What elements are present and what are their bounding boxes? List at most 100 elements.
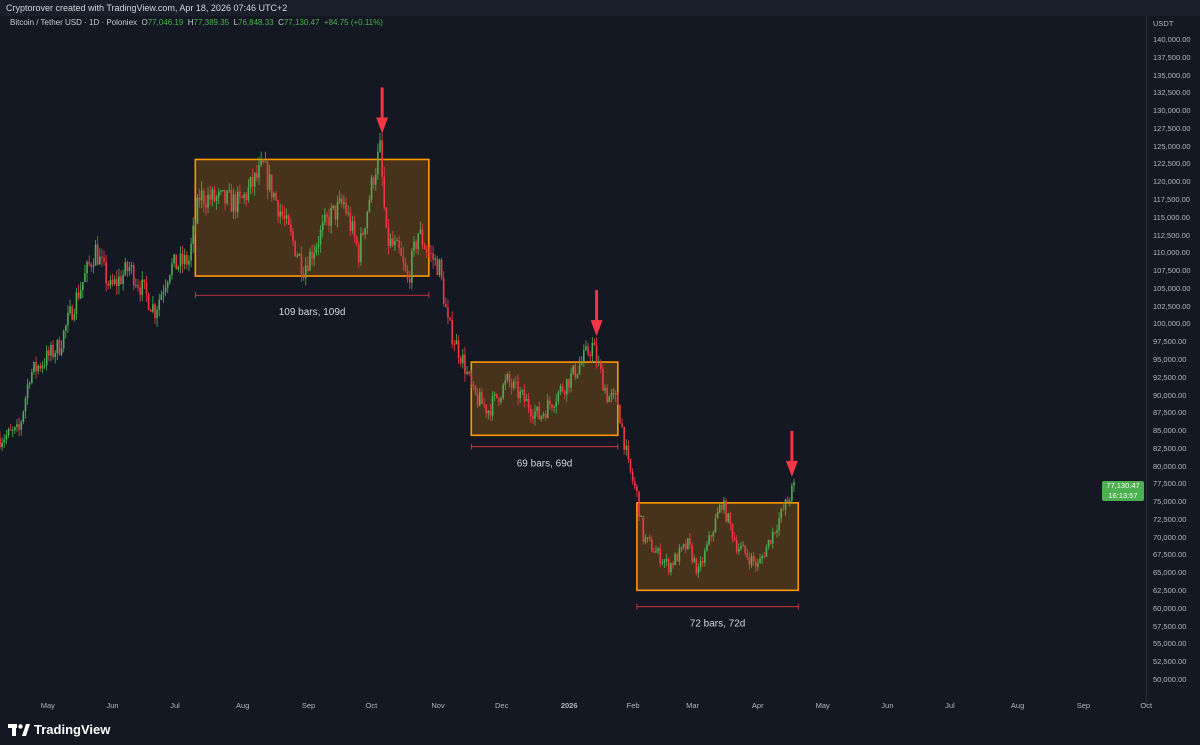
- candle-body: [404, 262, 407, 271]
- candle-body: [126, 262, 129, 272]
- candle-body: [627, 445, 630, 460]
- last-price-label: 77,130.47 16:13:57: [1102, 481, 1144, 501]
- candle-body: [147, 293, 150, 310]
- candle-body: [470, 373, 473, 385]
- time-tick: May: [40, 701, 55, 710]
- candle-body: [236, 191, 239, 213]
- candle-body: [784, 499, 787, 510]
- candle-body: [24, 398, 27, 412]
- candle-body: [302, 273, 305, 279]
- candle-body: [676, 554, 679, 562]
- candle-body: [37, 365, 40, 372]
- price-tick: 137,500.00: [1153, 52, 1191, 62]
- candle-body: [440, 259, 443, 278]
- candle-body: [124, 262, 127, 275]
- candle-body: [791, 485, 793, 501]
- candle-body: [691, 545, 693, 562]
- time-tick: Jun: [106, 701, 119, 710]
- symbol-name: Bitcoin / Tether USD · 1D · Poloniex: [10, 18, 138, 27]
- candle-body: [614, 392, 617, 395]
- candle-body: [81, 281, 84, 290]
- candle-body: [90, 264, 93, 267]
- candle-body: [362, 233, 364, 235]
- candle-body: [754, 561, 757, 567]
- candle-body: [714, 518, 717, 533]
- candle-body: [300, 254, 303, 274]
- candle-body: [298, 254, 301, 256]
- candle-body: [349, 212, 352, 231]
- candle-body: [338, 198, 341, 202]
- candle-body: [572, 365, 575, 374]
- price-tick: 60,000.00: [1153, 603, 1187, 613]
- candle-body: [566, 379, 568, 395]
- candlestick-chart[interactable]: 109 bars, 109d 69 bars, 69d 72 bars, 72d: [0, 16, 1146, 716]
- candle-body: [98, 256, 101, 265]
- candle-body: [158, 299, 161, 310]
- candle-body: [194, 223, 197, 226]
- candle-body: [476, 394, 479, 406]
- price-tick: 112,500.00: [1153, 230, 1190, 240]
- candle-body: [521, 390, 524, 392]
- candle-body: [383, 176, 386, 208]
- candle-body: [640, 516, 642, 517]
- price-axis[interactable]: USDT: [1146, 16, 1200, 706]
- time-tick: 2026: [560, 701, 578, 710]
- candle-body: [776, 530, 778, 533]
- candle-body: [141, 279, 144, 295]
- candle-body: [631, 471, 634, 482]
- candle-body: [79, 289, 82, 299]
- candle-body: [644, 537, 647, 542]
- candle-body: [256, 173, 258, 178]
- tradingview-logo[interactable]: TradingView: [8, 722, 110, 737]
- candle-body: [585, 346, 587, 350]
- candle-body: [538, 406, 541, 420]
- candle-body: [122, 274, 124, 284]
- candle-body: [169, 275, 171, 283]
- candle-body: [345, 202, 347, 214]
- candle-body: [546, 400, 549, 418]
- candle-body: [290, 224, 292, 232]
- candle-body: [512, 381, 515, 388]
- candle-body: [706, 544, 708, 551]
- candle-body: [196, 197, 199, 224]
- candle-body: [459, 357, 462, 364]
- candle-body: [241, 196, 243, 198]
- candle-body: [646, 537, 649, 539]
- time-tick: Apr: [751, 701, 764, 710]
- candle-body: [423, 245, 426, 250]
- candle-body: [438, 259, 441, 276]
- candle-body: [1, 442, 3, 448]
- time-tick: Oct: [1140, 701, 1153, 710]
- candle-body: [684, 544, 687, 550]
- candle-body: [682, 544, 685, 548]
- candle-body: [294, 241, 296, 257]
- open-value: 77,046.19: [147, 18, 184, 27]
- candle-body: [752, 555, 755, 562]
- candle-body: [415, 241, 417, 250]
- price-tick: 82,500.00: [1153, 443, 1187, 453]
- price-tick: 90,000.00: [1153, 390, 1187, 400]
- candle-body: [451, 319, 453, 345]
- candle-body: [621, 423, 623, 427]
- countdown: 16:13:57: [1108, 491, 1138, 500]
- candle-body: [502, 384, 504, 399]
- high-label: H: [187, 18, 194, 27]
- candle-body: [171, 263, 173, 276]
- candle-body: [553, 406, 555, 408]
- candle-body: [430, 253, 432, 255]
- candle-body: [612, 392, 615, 394]
- price-tick: 75,000.00: [1153, 497, 1187, 507]
- candle-body: [120, 276, 122, 284]
- candle-body: [183, 255, 186, 265]
- candle-body: [563, 391, 566, 395]
- candle-body: [317, 244, 320, 247]
- candle-body: [332, 205, 335, 208]
- candle-body: [727, 513, 729, 522]
- price-tick: 122,500.00: [1153, 159, 1191, 169]
- candle-body: [387, 227, 390, 247]
- candle-body: [389, 238, 392, 247]
- candle-body: [203, 190, 205, 205]
- candle-body: [14, 427, 16, 431]
- candle-body: [35, 361, 37, 372]
- candle-body: [41, 365, 44, 369]
